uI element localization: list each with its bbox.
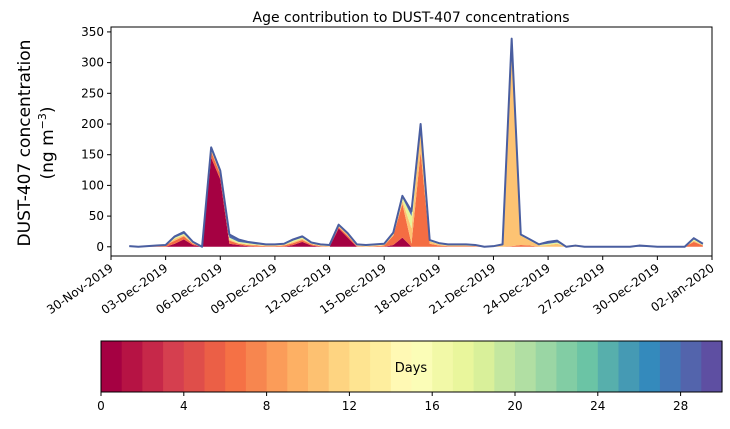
colorbar-bin xyxy=(536,341,557,392)
colorbar-bin xyxy=(556,341,577,392)
colorbar-bin xyxy=(287,341,308,392)
x-axis: 30-Nov-201903-Dec-201906-Dec-201909-Dec-… xyxy=(44,256,717,317)
y-tick-label: 150 xyxy=(81,148,104,162)
colorbar-bin xyxy=(370,341,391,392)
y-tick-label: 50 xyxy=(89,209,104,223)
colorbar-tick-label: 8 xyxy=(263,399,271,413)
colorbar-tick-label: 4 xyxy=(180,399,188,413)
y-tick-label: 100 xyxy=(81,178,104,192)
colorbar-bin xyxy=(598,341,619,392)
colorbar-bin xyxy=(494,341,515,392)
colorbar-bin xyxy=(225,341,246,392)
y-tick-label: 350 xyxy=(81,25,104,39)
colorbar-bin xyxy=(681,341,702,392)
colorbar-bin xyxy=(267,341,288,392)
colorbar-tick-label: 0 xyxy=(97,399,105,413)
colorbar-bin xyxy=(349,341,370,392)
colorbar-bin xyxy=(329,341,350,392)
colorbar-bin xyxy=(474,341,495,392)
colorbar-axis: 0 4 8 12 16 20 24 28 xyxy=(97,392,688,413)
colorbar-bin xyxy=(453,341,474,392)
colorbar-bin xyxy=(639,341,660,392)
y-tick-label: 200 xyxy=(81,117,104,131)
colorbar-bin xyxy=(701,341,722,392)
chart-svg: Age contribution to DUST-407 concentrati… xyxy=(0,0,730,425)
colorbar-bin xyxy=(163,341,184,392)
colorbar-bin xyxy=(142,341,163,392)
y-tick-label: 250 xyxy=(81,86,104,100)
colorbar-label: Days xyxy=(395,361,428,376)
colorbar-tick-label: 12 xyxy=(342,399,357,413)
plot-areas xyxy=(129,41,703,247)
colorbar-tick-label: 16 xyxy=(425,399,440,413)
y-axis-label-line2: (ng m−3) xyxy=(36,106,58,179)
colorbar-bin xyxy=(515,341,536,392)
colorbar-bin xyxy=(205,341,226,392)
colorbar-bin xyxy=(619,341,640,392)
colorbar-bin xyxy=(101,341,122,392)
y-tick-label: 300 xyxy=(81,56,104,70)
y-axis-label-line1: DUST-407 concentration xyxy=(15,40,35,247)
y-axis-label: DUST-407 concentration (ng m−3) xyxy=(15,40,58,247)
chart-figure: Age contribution to DUST-407 concentrati… xyxy=(0,0,730,425)
colorbar-bin xyxy=(122,341,143,392)
colorbar-bin xyxy=(432,341,453,392)
colorbar-bin xyxy=(308,341,329,392)
colorbar-bin xyxy=(577,341,598,392)
colorbar-tick-label: 24 xyxy=(590,399,605,413)
colorbar-tick-label: 28 xyxy=(673,399,688,413)
colorbar-tick-label: 20 xyxy=(507,399,522,413)
colorbar-bin xyxy=(660,341,681,392)
colorbar-bin xyxy=(184,341,205,392)
y-tick-label: 0 xyxy=(96,240,104,254)
chart-title: Age contribution to DUST-407 concentrati… xyxy=(253,10,570,26)
colorbar-bin xyxy=(246,341,267,392)
y-axis: 0 50 100 150 200 250 300 350 xyxy=(81,25,111,254)
